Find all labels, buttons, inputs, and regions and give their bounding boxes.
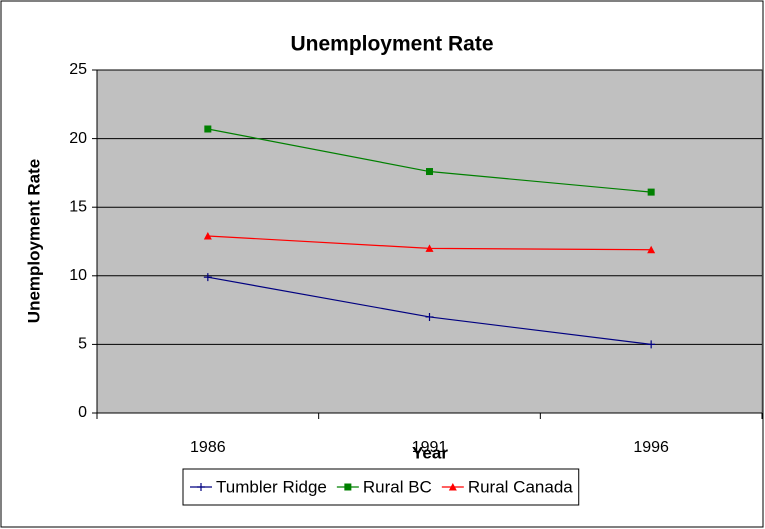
- marker: [344, 483, 352, 491]
- x-tick-label: 1996: [633, 439, 669, 456]
- plot-area: [96, 69, 763, 414]
- marker: [448, 483, 457, 491]
- marker: [203, 273, 212, 282]
- chart-title: Unemployment Rate: [290, 33, 493, 56]
- y-tick-label: 10: [69, 267, 87, 284]
- y-tick-label: 15: [69, 198, 87, 215]
- marker: [425, 312, 434, 321]
- marker: [203, 232, 212, 240]
- marker: [197, 483, 205, 491]
- x-tick-label: 1991: [412, 439, 448, 456]
- x-axis-label: Year: [412, 443, 448, 462]
- marker: [647, 340, 656, 349]
- y-axis-label: Unemployment Rate: [24, 159, 43, 323]
- legend: Tumbler Ridge Rural BC Rural Canada: [182, 468, 580, 506]
- y-tick-label: 0: [78, 404, 87, 421]
- y-tick-label: 20: [69, 130, 87, 147]
- marker: [204, 125, 212, 133]
- legend-box: [182, 468, 580, 506]
- marker: [425, 244, 434, 252]
- marker: [647, 188, 655, 196]
- marker: [647, 245, 656, 254]
- x-tick-label: 1986: [190, 439, 226, 456]
- legend-label: Rural BC: [363, 477, 432, 496]
- legend-label: Tumbler Ridge: [216, 477, 327, 496]
- marker: [426, 168, 433, 176]
- y-tick-label: 5: [78, 336, 87, 353]
- legend-label: Rural Canada: [468, 477, 573, 496]
- y-tick-label: 25: [69, 61, 87, 78]
